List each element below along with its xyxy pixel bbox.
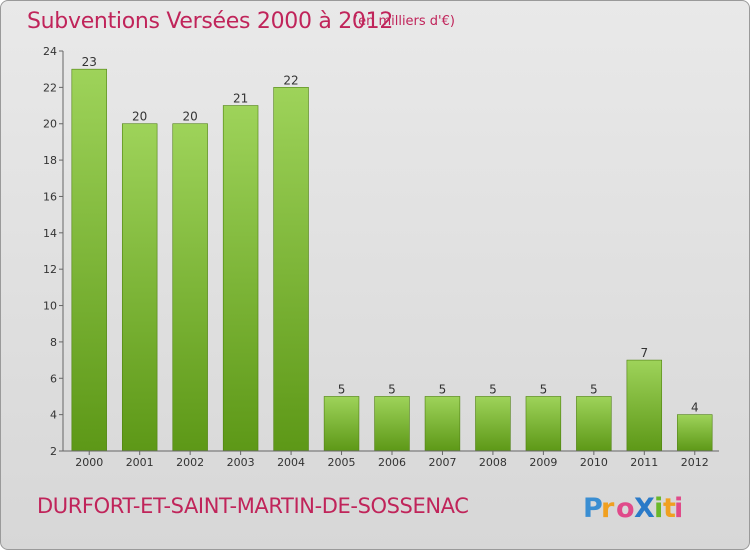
- bar-2011: [626, 359, 663, 452]
- bar-2002: [172, 123, 208, 452]
- svg-text:t: t: [663, 493, 676, 524]
- y-tick-label-10: 10: [43, 300, 57, 313]
- y-tick-label-18: 18: [43, 154, 57, 167]
- data-label-2012: 4: [691, 401, 699, 415]
- bar-2000: [71, 68, 107, 452]
- data-label-2011: 7: [640, 346, 648, 360]
- data-label-2000: 23: [82, 55, 97, 69]
- y-tick-label-12: 12: [43, 263, 57, 276]
- y-tick-label-6: 6: [50, 372, 57, 385]
- y-tick-label-20: 20: [43, 118, 57, 131]
- data-label-2007: 5: [439, 382, 447, 396]
- x-tick-label-2001: 2001: [126, 456, 154, 469]
- bar-2003: [222, 105, 259, 452]
- data-label-2004: 22: [283, 73, 298, 87]
- data-label-2001: 20: [132, 110, 147, 124]
- y-tick-label-24: 24: [43, 45, 57, 58]
- data-label-2002: 20: [183, 110, 198, 124]
- data-label-2010: 5: [590, 382, 598, 396]
- y-tick-label-16: 16: [43, 190, 57, 203]
- data-label-2003: 21: [233, 92, 248, 106]
- chart-subtitle: (en milliers d'€): [353, 14, 455, 29]
- x-tick-label-2003: 2003: [227, 456, 255, 469]
- x-tick-label-2006: 2006: [378, 456, 406, 469]
- x-tick-label-2005: 2005: [328, 456, 356, 469]
- svg-text:X: X: [634, 493, 655, 524]
- svg-text:r: r: [601, 493, 615, 524]
- x-tick-label-2008: 2008: [479, 456, 507, 469]
- bar-2004: [273, 87, 309, 452]
- bar-2001: [121, 123, 158, 452]
- x-tick-label-2004: 2004: [277, 456, 305, 469]
- data-label-2009: 5: [540, 382, 548, 396]
- svg-text:o: o: [616, 493, 635, 524]
- x-tick-label-2011: 2011: [630, 456, 658, 469]
- svg-text:P: P: [583, 493, 603, 524]
- svg-text:i: i: [674, 493, 683, 524]
- chart-title: Subventions Versées 2000 à 2012: [27, 9, 394, 34]
- bar-2007: [424, 396, 461, 452]
- bar-2012: [677, 414, 713, 452]
- svg-text:i: i: [654, 493, 663, 524]
- bar-2005: [323, 396, 360, 452]
- bar-2006: [374, 396, 410, 452]
- proxiti-logo[interactable]: P r o X i t i: [583, 489, 693, 525]
- data-label-2005: 5: [338, 382, 346, 396]
- y-tick-label-4: 4: [50, 409, 57, 422]
- x-tick-label-2002: 2002: [176, 456, 204, 469]
- y-tick-label-2: 2: [50, 445, 57, 458]
- x-tick-label-2009: 2009: [529, 456, 557, 469]
- bar-2009: [525, 396, 562, 452]
- commune-name: DURFORT-ET-SAINT-MARTIN-DE-SOSSENAC: [37, 494, 469, 518]
- x-tick-label-2010: 2010: [580, 456, 608, 469]
- data-label-2006: 5: [388, 382, 396, 396]
- x-tick-label-2000: 2000: [75, 456, 103, 469]
- bar-2010: [576, 396, 612, 452]
- data-label-2008: 5: [489, 382, 497, 396]
- axes-group: 2000 2001 2002 2003 2004 2005 2006 2007 2008 2009…: [43, 45, 719, 469]
- y-tick-label-22: 22: [43, 81, 57, 94]
- y-tick-label-14: 14: [43, 227, 57, 240]
- x-tick-label-2007: 2007: [428, 456, 456, 469]
- x-tick-label-2012: 2012: [681, 456, 709, 469]
- bars-group: 23 20 20 21 22 5 5 5 5 5 5 7 4: [71, 55, 713, 452]
- y-tick-label-8: 8: [50, 336, 57, 349]
- bar-2008: [475, 396, 511, 452]
